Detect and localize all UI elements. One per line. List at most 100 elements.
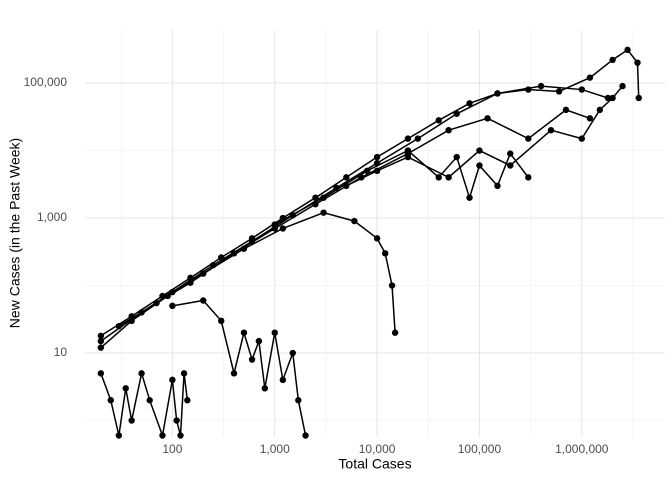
data-point [184,397,191,404]
data-point [624,46,631,54]
data-point [128,317,135,325]
data-point [596,106,604,114]
data-point [240,329,248,336]
data-point [230,250,238,257]
data-point [604,94,612,102]
data-point [279,376,287,384]
data-point [180,370,188,377]
y-axis-title: New Cases (in the Past Week) [7,138,23,328]
data-point [435,117,442,124]
data-point [248,356,256,363]
data-point [159,432,166,439]
data-point [537,82,545,90]
data-point [122,385,129,392]
data-point [547,126,555,134]
y-tick-label: 1,000 [37,210,67,224]
data-point [453,110,460,117]
series-line [172,299,307,436]
data-point [351,217,358,225]
data-point [363,167,371,175]
data-point [373,235,381,242]
data-point [200,270,207,277]
data-point [295,397,302,404]
data-point [218,317,225,325]
data-point [494,182,501,190]
data-point [320,209,327,216]
data-point [578,86,585,93]
data-point [97,332,105,339]
data-point [476,162,483,169]
data-point [525,135,532,142]
data-point [107,397,114,404]
data-point [173,417,180,424]
data-point [200,297,207,304]
series-line [274,149,529,226]
x-tick-label: 1,000,000 [555,442,609,456]
data-point [578,135,585,142]
data-point [586,115,594,122]
data-point [404,153,412,161]
data-point [445,126,452,134]
data-point [507,162,514,169]
data-point [404,135,412,142]
series-line [100,373,189,439]
data-point [279,225,287,232]
data-point [435,174,442,181]
data-point [562,106,570,114]
data-point [97,370,105,377]
data-point [445,174,452,181]
y-tick-label: 10 [54,345,68,359]
data-point [609,94,616,102]
data-point [453,153,460,161]
data-point [609,56,616,64]
data-point [320,194,327,201]
data-point [164,292,171,300]
data-point [169,376,176,384]
data-point [255,337,263,345]
x-tick-label: 100,000 [458,442,502,456]
data-point [388,282,396,289]
data-point [230,370,238,377]
data-point [138,370,145,377]
data-point [635,94,642,102]
x-tick-label: 10,000 [359,442,396,456]
data-point [586,74,594,81]
data-point [343,174,350,181]
data-point [414,135,422,142]
data-point [97,337,105,345]
data-point [115,322,123,330]
data-point [271,329,278,336]
x-axis-title: Total Cases [338,456,411,472]
data-point [261,385,269,392]
data-point [271,221,278,228]
data-point [619,82,626,90]
data-point [476,147,483,154]
data-point [128,417,135,424]
data-point [302,432,309,439]
data-point [466,100,473,107]
data-point [97,344,105,351]
data-point [169,302,176,310]
data-point [240,245,248,252]
data-point [484,115,491,122]
data-point [146,397,153,404]
data-point [404,147,412,154]
data-point [507,150,514,157]
data-point [373,167,381,175]
data-point [373,153,381,161]
data-point [494,90,501,97]
data-point [115,432,123,439]
data-point [525,174,532,181]
data-point [177,432,184,439]
y-tick-label: 100,000 [24,75,68,89]
data-point [289,349,296,357]
data-point [634,59,641,66]
data-point [391,329,399,336]
x-tick-label: 1,000 [260,442,290,456]
x-tick-label: 100 [162,442,182,456]
data-point [382,250,389,257]
data-point [343,182,350,190]
data-point [466,194,473,201]
series-line [100,85,609,342]
